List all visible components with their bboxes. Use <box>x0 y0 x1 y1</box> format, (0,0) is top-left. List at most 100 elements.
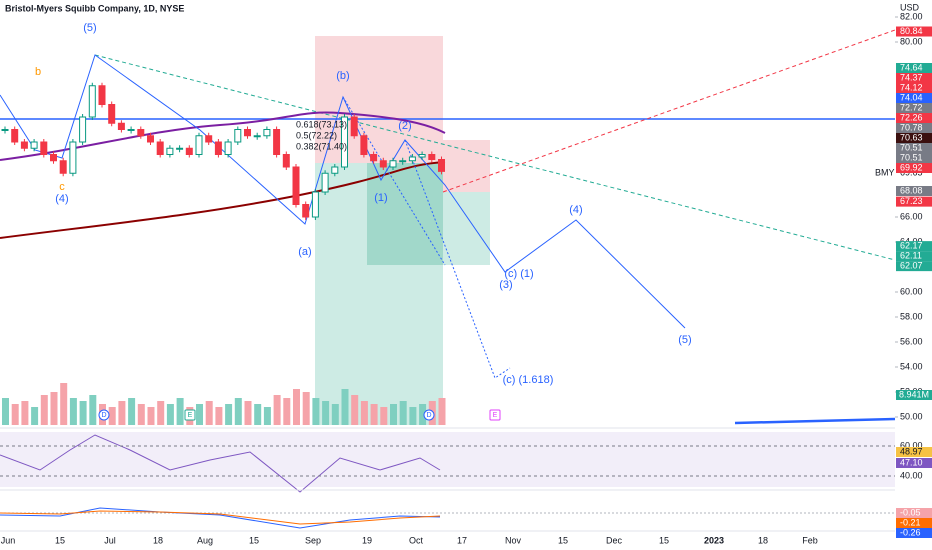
wave-label: (b) <box>336 70 349 82</box>
volume-bar <box>205 401 213 425</box>
candle <box>389 160 397 168</box>
x-tick-label: Oct <box>409 535 424 545</box>
candle <box>137 129 145 137</box>
macd-tag-label: -0.26 <box>900 527 921 537</box>
x-tick-label: 2023 <box>704 535 724 545</box>
candle <box>88 85 96 118</box>
candle <box>292 166 300 205</box>
volume-tag <box>896 390 932 400</box>
volume-bar <box>234 398 242 425</box>
volume-bar <box>341 389 349 425</box>
volume-bar <box>409 407 417 425</box>
price-tag <box>896 261 932 272</box>
candle <box>108 104 116 124</box>
event-marker <box>98 409 110 421</box>
rsi-tick-label: 60.00 <box>900 440 923 450</box>
price-tag <box>896 153 932 163</box>
price-tag <box>896 196 932 207</box>
candle <box>428 154 436 160</box>
wave-path <box>404 139 511 379</box>
event-marker <box>184 409 196 421</box>
candle <box>185 147 193 155</box>
volume-bar <box>89 395 97 425</box>
price-tag-label: 62.07 <box>900 261 923 271</box>
x-tick-label: 17 <box>457 535 467 545</box>
price-tag-label: 74.12 <box>900 82 923 92</box>
moving-average <box>0 161 446 239</box>
wave-label: (4) <box>569 204 582 216</box>
candle <box>69 141 77 174</box>
price-tag <box>896 133 932 143</box>
wave-label: (5) <box>83 22 96 34</box>
price-tag <box>896 26 932 37</box>
candle <box>408 156 416 162</box>
macd-tag-label: -0.21 <box>900 517 921 527</box>
wave-label: (5) <box>678 334 691 346</box>
loss-zone-2 <box>443 140 490 192</box>
candle <box>282 154 290 168</box>
volume-bar <box>69 398 77 425</box>
volume-bar <box>157 401 165 425</box>
wave-label: (1) <box>374 192 387 204</box>
y-tick-label: 54.00 <box>900 361 923 371</box>
macd-tag <box>896 508 932 518</box>
x-tick-label: 15 <box>55 535 65 545</box>
fib-label: 0.382(71.40) <box>296 141 347 151</box>
price-tag <box>896 103 932 113</box>
rsi-tag-label: 47.10 <box>900 457 923 467</box>
candle <box>234 129 242 143</box>
event-label: E <box>188 412 193 419</box>
candle <box>20 141 28 149</box>
candle <box>40 141 48 155</box>
volume-bar <box>176 398 184 425</box>
macd-tag-label: -0.05 <box>900 507 921 517</box>
price-tag-label: 74.04 <box>900 92 923 102</box>
macd-tag <box>896 528 932 538</box>
wave-label: (4) <box>55 193 68 205</box>
fib-label: 0.618(73.13) <box>296 119 347 129</box>
volume-bar <box>302 392 310 425</box>
price-tag-label: 70.78 <box>900 122 923 132</box>
candle <box>156 141 164 155</box>
x-tick-label: 15 <box>249 535 259 545</box>
candle <box>341 116 348 168</box>
volume-bar <box>21 401 29 425</box>
macd-tag <box>896 518 932 528</box>
volume-bar <box>419 404 427 425</box>
volume-bar <box>244 401 252 425</box>
price-tag-label: 72.72 <box>900 102 923 112</box>
macd-line <box>0 507 441 529</box>
x-tick-label: 15 <box>659 535 669 545</box>
candle <box>311 191 319 218</box>
x-tick-label: 19 <box>362 535 372 545</box>
price-tag-label: 80.84 <box>900 26 923 36</box>
candle <box>59 160 67 174</box>
profit-zone-2 <box>443 192 490 265</box>
price-tag <box>896 113 932 123</box>
volume-bar <box>147 407 155 425</box>
candle <box>302 204 310 218</box>
x-tick-label: 18 <box>153 535 163 545</box>
x-tick-label: Nov <box>505 535 522 545</box>
volume-bar <box>273 395 281 425</box>
y-tick-label: 56.00 <box>900 336 923 346</box>
trend-line <box>442 29 896 193</box>
volume-bar <box>254 404 262 425</box>
volume-bar <box>31 407 39 425</box>
event-marker <box>423 409 435 421</box>
wave-label: (c) (1) <box>504 268 533 280</box>
candle <box>331 166 339 174</box>
candle <box>30 141 38 149</box>
x-tick-label: 15 <box>558 535 568 545</box>
price-tag-label: 62.11 <box>900 251 922 261</box>
rsi-tag <box>896 458 932 468</box>
candle <box>263 129 271 137</box>
volume-bar <box>108 407 116 425</box>
candle <box>418 154 426 158</box>
volume-bar <box>128 398 136 425</box>
volume-bar <box>380 407 388 425</box>
volume-bar <box>11 404 19 425</box>
volume-bar <box>331 404 339 425</box>
fib-label: 0.5(72.22) <box>296 130 337 140</box>
x-tick-label: Jun <box>1 535 16 545</box>
